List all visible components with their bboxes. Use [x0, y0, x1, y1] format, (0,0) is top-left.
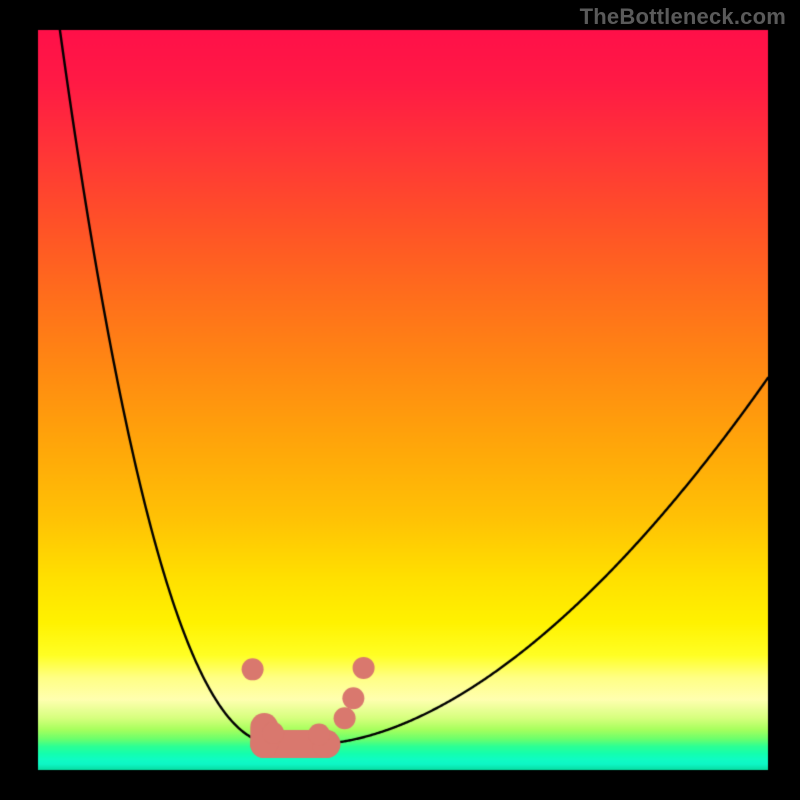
- bottleneck-chart-canvas: [0, 0, 800, 800]
- watermark-label: TheBottleneck.com: [580, 4, 786, 30]
- chart-stage: TheBottleneck.com: [0, 0, 800, 800]
